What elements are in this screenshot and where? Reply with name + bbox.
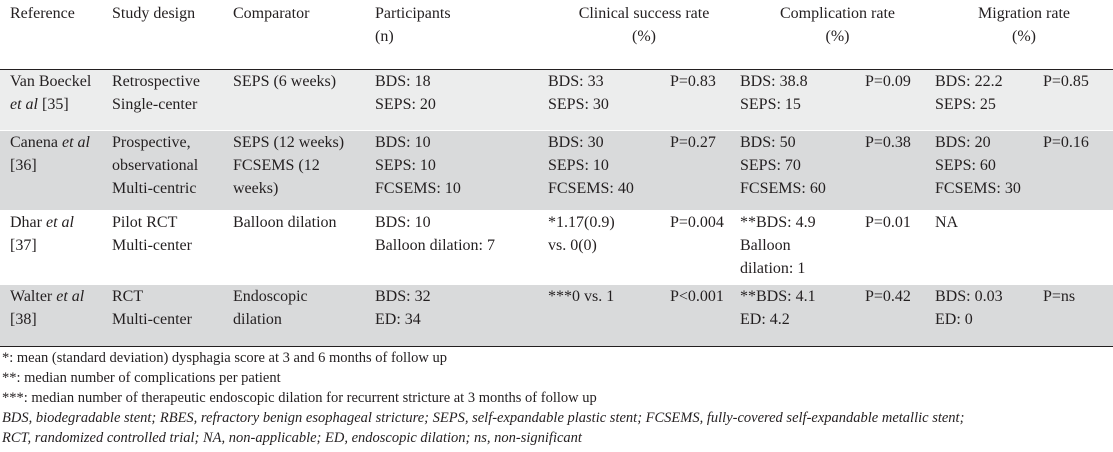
header-participants: Participants (n) <box>375 5 451 45</box>
study-design-cell: Pilot RCT Multi-center <box>112 213 192 254</box>
header-reference: Reference <box>10 5 75 22</box>
clinical-success-cell: *1.17(0.9) vs. 0(0) P=0.004 <box>548 210 740 284</box>
p-value: P=0.42 <box>865 287 911 305</box>
footnote: *: mean (standard deviation) dysphagia s… <box>2 350 447 366</box>
header-study-design: Study design <box>112 5 196 22</box>
reference-cell: Dhar et al [37] <box>10 213 74 254</box>
participants-cell: BDS: 10 SEPS: 10 FCSEMS: 10 <box>375 133 461 197</box>
header-comparator: Comparator <box>233 5 310 22</box>
p-value: P=0.27 <box>670 133 716 151</box>
clinical-success-cell: BDS: 33 SEPS: 30 P=0.83 <box>548 69 740 130</box>
study-design-cell: Retrospective Single-center <box>112 72 200 113</box>
table-row: Van Boeckel et al [35] Retrospective Singl… <box>0 69 1113 130</box>
complication-rate-cell: BDS: 50 SEPS: 70 FCSEMS: 60 P=0.38 <box>740 130 935 210</box>
p-value: P=0.38 <box>865 133 911 151</box>
complication-rate-cell: **BDS: 4.9 Balloon dilation: 1 P=0.01 <box>740 210 935 284</box>
migration-rate-cell: NA <box>935 210 1113 284</box>
p-value: P=0.16 <box>1043 133 1089 151</box>
clinical-success-cell: ***0 vs. 1 P<0.001 <box>548 284 740 346</box>
comparator-cell: Balloon dilation <box>233 213 337 231</box>
study-design-cell: Prospective, observational Multi-centric <box>112 133 199 197</box>
study-design-cell: RCT Multi-center <box>112 287 192 328</box>
header-complication-rate: Complication rate (%) <box>779 5 896 45</box>
p-value: P=0.004 <box>670 213 724 231</box>
reference-cell: Canena et al [36] <box>10 133 90 174</box>
p-value: P=0.85 <box>1043 72 1089 90</box>
p-value: P=0.83 <box>670 72 716 90</box>
comparator-cell: Endoscopic dilation <box>233 287 308 328</box>
header-row: Reference Study design Comparator Partic… <box>0 2 1113 69</box>
p-value: P<0.001 <box>670 287 724 305</box>
table-row: Canena et al [36] Prospective, observation… <box>0 130 1113 210</box>
footnote: ***: median number of therapeutic endosc… <box>2 390 597 406</box>
participants-cell: BDS: 10 Balloon dilation: 7 <box>375 213 495 254</box>
clinical-success-cell: BDS: 30 SEPS: 10 FCSEMS: 40 P=0.27 <box>548 130 740 210</box>
reference-cell: Walter et al [38] <box>10 287 85 328</box>
header-clinical-success: Clinical success rate (%) <box>578 5 710 45</box>
p-value: P=0.01 <box>865 213 911 231</box>
complication-rate-cell: BDS: 38.8 SEPS: 15 P=0.09 <box>740 69 935 130</box>
comparator-cell: SEPS (12 weeks) FCSEMS (12 weeks) <box>233 133 345 197</box>
p-value: P=0.09 <box>865 72 911 90</box>
migration-rate-cell: BDS: 20 SEPS: 60 FCSEMS: 30 P=0.16 <box>935 130 1113 210</box>
migration-rate-cell: BDS: 22.2 SEPS: 25 P=0.85 <box>935 69 1113 130</box>
p-value: P=ns <box>1043 287 1076 305</box>
abbreviations-note: BDS, biodegradable stent; RBES, refracto… <box>2 410 965 426</box>
reference-cell: Van Boeckel et al [35] <box>10 72 92 113</box>
migration-rate-cell: BDS: 0.03 ED: 0 P=ns <box>935 284 1113 346</box>
participants-cell: BDS: 18 SEPS: 20 <box>375 72 436 113</box>
table-row: Walter et al [38] RCT Multi-center Endosco… <box>0 284 1113 346</box>
header-migration-rate: Migration rate (%) <box>978 5 1070 45</box>
complication-rate-cell: **BDS: 4.1 ED: 4.2 P=0.42 <box>740 284 935 346</box>
p-value <box>1043 211 1113 234</box>
comparator-cell: SEPS (6 weeks) <box>233 72 337 90</box>
footnote: **: median number of complications per p… <box>2 370 281 386</box>
comparison-table: Reference Study design Comparator Partic… <box>0 2 1113 347</box>
table-row: Dhar et al [37] Pilot RCT Multi-center Bal… <box>0 210 1113 284</box>
participants-cell: BDS: 32 ED: 34 <box>375 287 431 328</box>
table-footnotes: *: mean (standard deviation) dysphagia s… <box>0 348 964 448</box>
abbreviations-note: RCT, randomized controlled trial; NA, no… <box>2 430 582 446</box>
